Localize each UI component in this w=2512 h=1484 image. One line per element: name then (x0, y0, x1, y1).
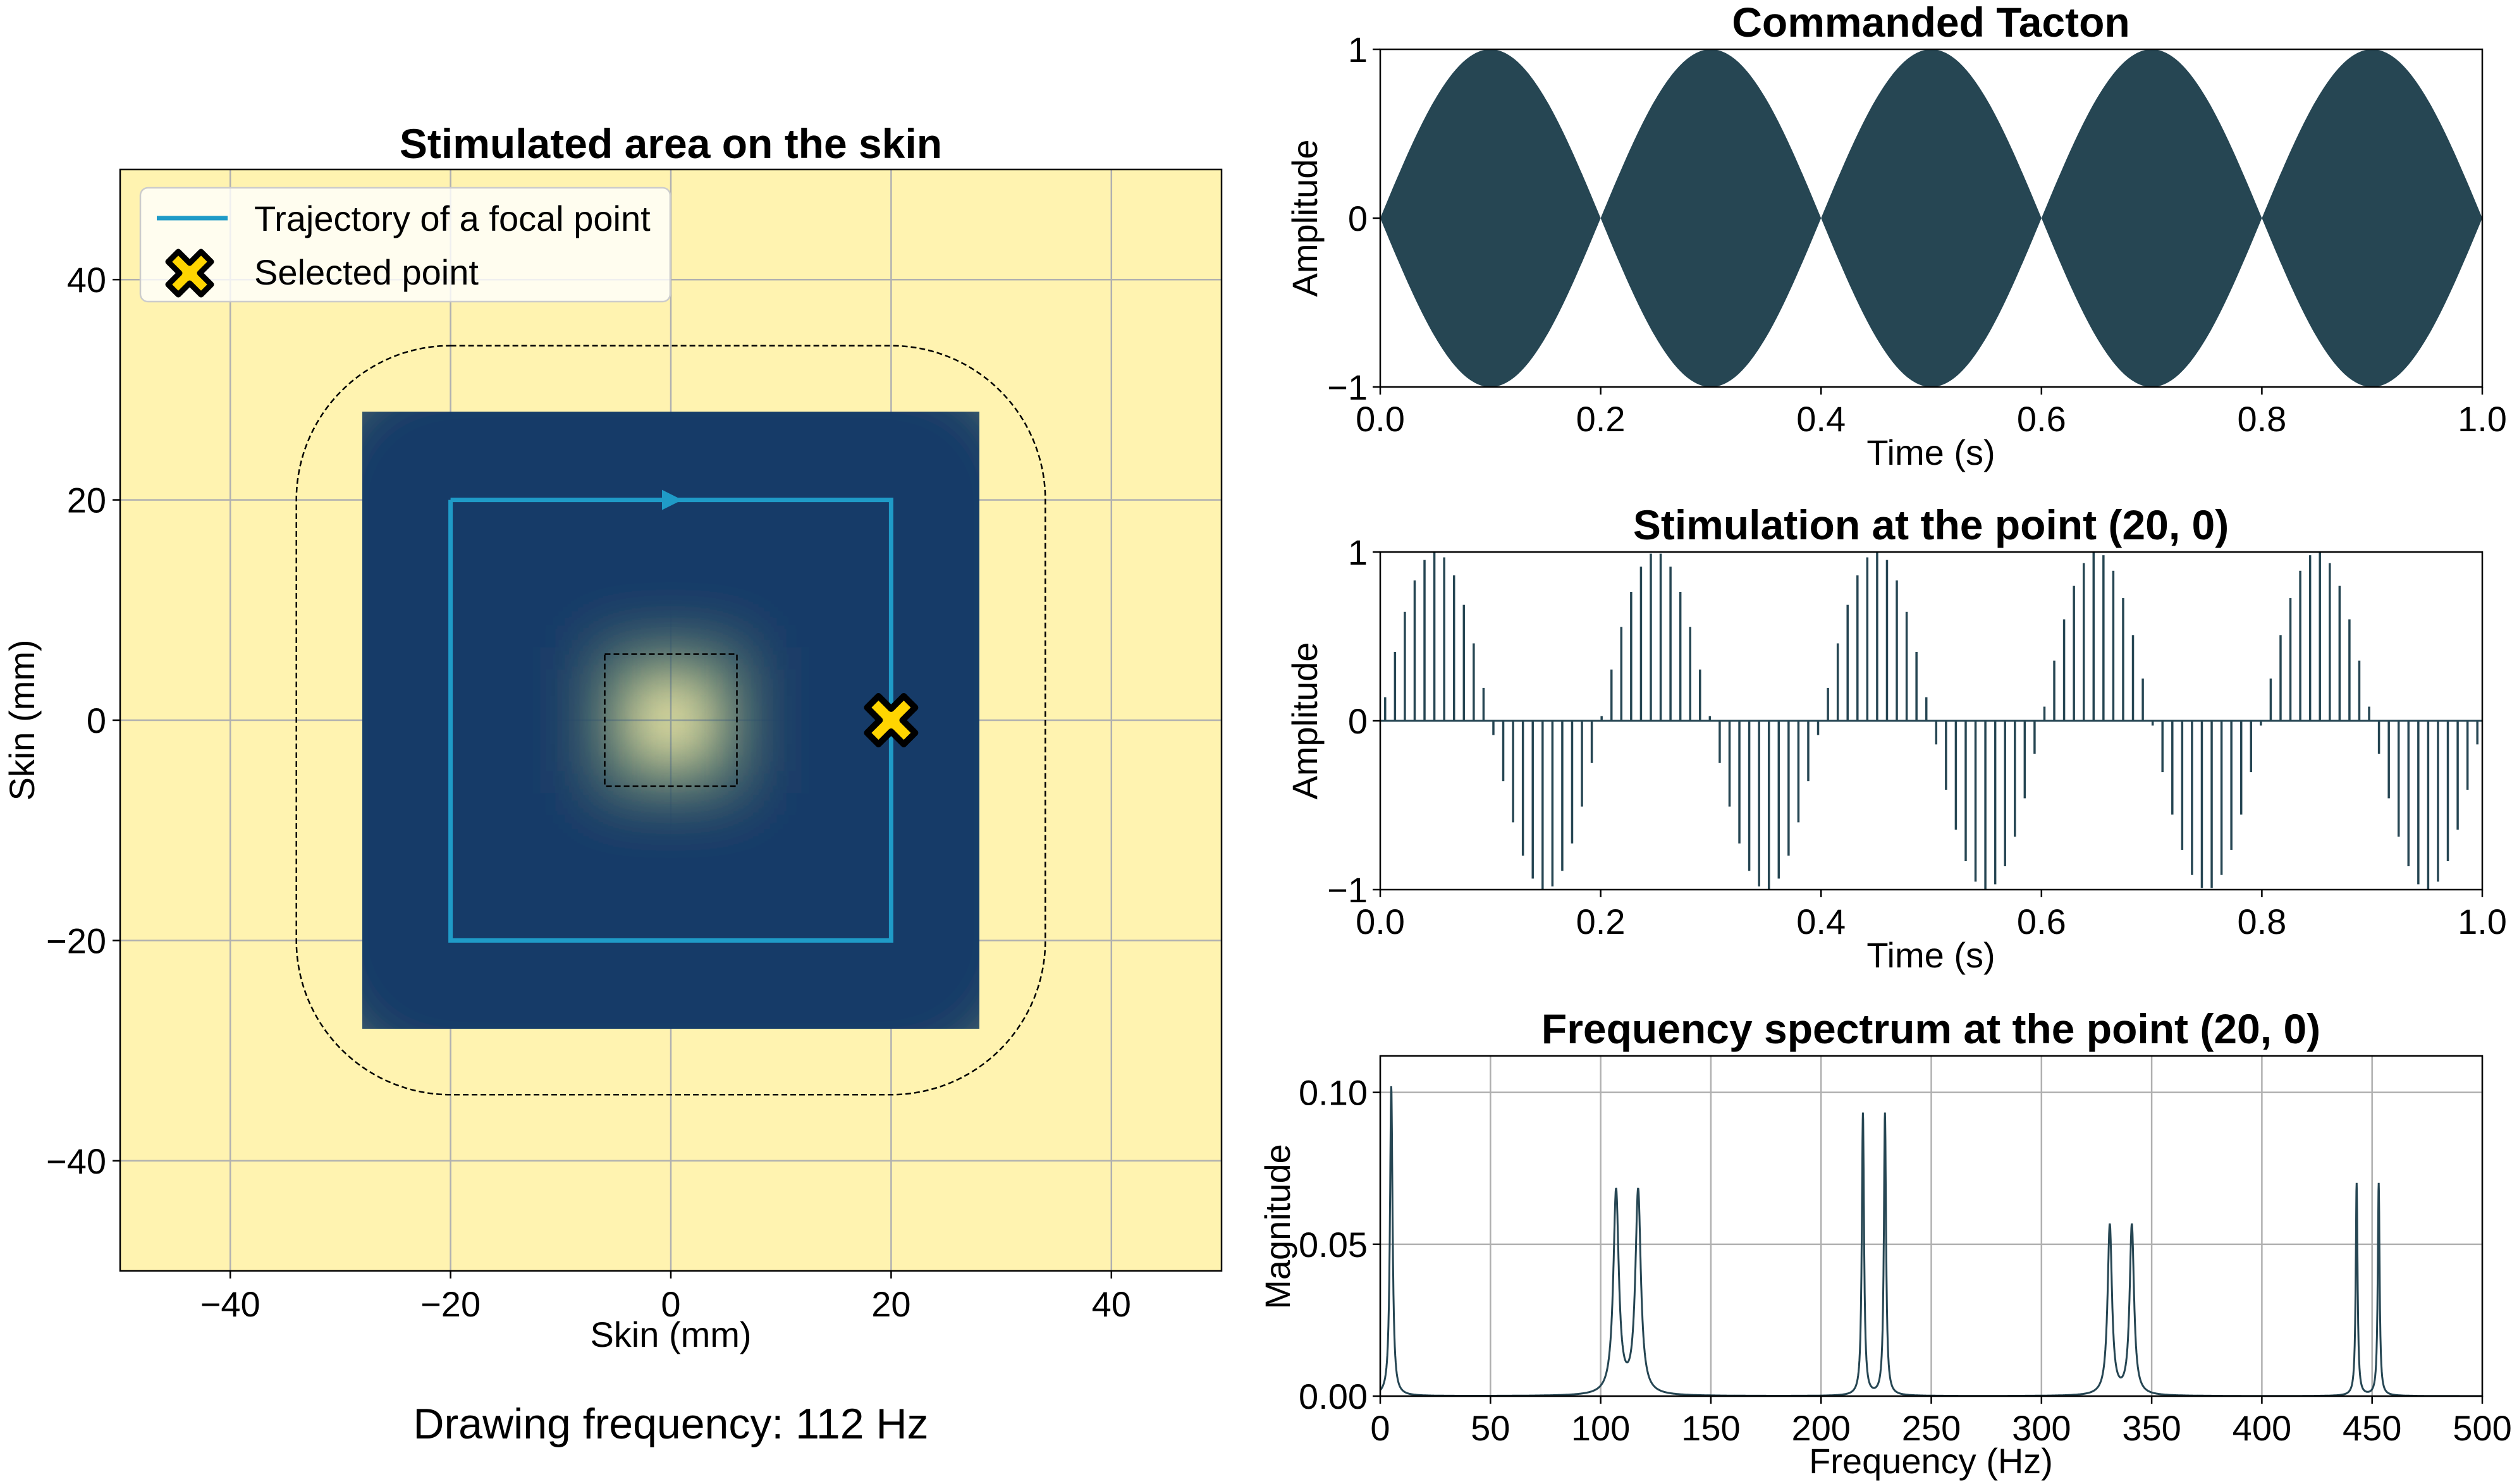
stimulation-title: Stimulation at the point (20, 0) (1633, 501, 2229, 548)
heatmap-x-tick-label: 0 (661, 1284, 680, 1324)
tacton-y-tick-label: 0 (1348, 199, 1368, 238)
tacton-x-tick-label: 0.8 (2237, 399, 2286, 439)
heatmap-y-tick-label: 0 (87, 701, 106, 740)
spectrum-x-label: Frequency (Hz) (1809, 1441, 2053, 1481)
heatmap-y-tick-label: −40 (46, 1141, 106, 1181)
heatmap-y-tick-label: 20 (67, 481, 106, 520)
legend-selected-point-label: Selected point (254, 252, 479, 292)
selected-point-x-shape (864, 693, 919, 747)
drawing-frequency-caption: Drawing frequency: 112 Hz (413, 1400, 928, 1448)
spectrum-x-ticks: 0 50 100 150 200 250 300 350 400 450 500 (1370, 1396, 2512, 1448)
spectrum-y-tick-label: 0.00 (1299, 1377, 1368, 1416)
legend-selected-point-marker (165, 248, 214, 298)
heatmap-x-tick-label: 40 (1092, 1284, 1131, 1324)
frequency-spectrum-chart: Frequency spectrum at the point (20, 0) … (1258, 1005, 2512, 1481)
spectrum-gridlines (1379, 1056, 2484, 1397)
spectrum-x-tick-label: 300 (2012, 1408, 2071, 1448)
spectrum-x-tick-label: 250 (1902, 1408, 1961, 1448)
heatmap-x-tick-label: 20 (871, 1284, 910, 1324)
stimulation-y-tick-label: 0 (1348, 701, 1368, 741)
legend-box (139, 187, 671, 303)
tacton-y-tick-label: 1 (1348, 30, 1368, 70)
tacton-x-ticks: 0.0 0.2 0.4 0.6 0.8 1.0 (1356, 387, 2507, 439)
heatmap-y-tick-label: 40 (67, 260, 106, 300)
commanded-tacton-chart: Commanded Tacton 0.0 0.2 0.4 0.6 0.8 1.0 −1 0 1… (1285, 0, 2507, 472)
heatmap-x-label: Skin (mm) (590, 1315, 751, 1354)
legend-trajectory-label: Trajectory of a focal point (254, 199, 651, 238)
stimulation-x-tick-label: 0.2 (1576, 902, 1626, 941)
heatmap-y-ticks: −40 −20 0 20 40 (46, 260, 120, 1181)
stimulation-pulses (1384, 552, 2478, 890)
heatmap-title: Stimulated area on the skin (400, 120, 942, 167)
spectrum-title: Frequency spectrum at the point (20, 0) (1541, 1005, 2320, 1052)
inner-boundary (604, 653, 738, 787)
spectrum-x-tick-label: 450 (2343, 1408, 2401, 1448)
spectrum-y-ticks: 0.00 0.05 0.10 (1299, 1073, 1380, 1416)
tacton-x-label: Time (s) (1866, 432, 1995, 472)
tacton-x-tick-label: 0.2 (1576, 399, 1626, 439)
trajectory-path (448, 498, 893, 943)
point-stimulation-chart: Stimulation at the point (20, 0) 0.0 0.2 0… (1285, 501, 2507, 975)
heatmap-x-tick-label: −40 (200, 1284, 260, 1324)
stimulated-area-heatmap: Stimulated area on the skin −40 −20 0 20 40 … (2, 120, 1223, 1448)
tacton-y-tick-label: −1 (1327, 367, 1368, 407)
tacton-y-label: Amplitude (1285, 139, 1325, 297)
outer-boundary (295, 345, 1046, 1096)
stimulation-x-tick-label: 0.4 (1796, 902, 1846, 941)
heatmap-y-tick-label: −20 (46, 921, 106, 960)
spectrum-x-tick-label: 350 (2122, 1408, 2181, 1448)
stimulation-x-tick-label: 1.0 (2458, 902, 2507, 941)
stimulation-boundaries (295, 345, 1046, 1096)
tacton-x-tick-label: 1.0 (2458, 399, 2507, 439)
tacton-x-tick-label: 0.4 (1796, 399, 1846, 439)
stimulation-y-tick-label: −1 (1327, 870, 1368, 910)
spectrum-x-tick-label: 500 (2453, 1408, 2511, 1448)
selected-point-marker (864, 693, 919, 747)
spectrum-x-tick-label: 150 (1681, 1408, 1740, 1448)
tacton-x-tick-label: 0.0 (1356, 399, 1405, 439)
tacton-title: Commanded Tacton (1732, 0, 2129, 46)
tacton-y-ticks: −1 0 1 (1327, 30, 1380, 407)
spectrum-x-tick-label: 0 (1370, 1408, 1390, 1448)
spectrum-x-tick-label: 50 (1471, 1408, 1510, 1448)
stimulation-y-label: Amplitude (1285, 642, 1325, 799)
stimulation-y-ticks: −1 0 1 (1327, 532, 1380, 910)
spectrum-y-label: Magnitude (1258, 1144, 1297, 1309)
stimulation-y-tick-label: 1 (1348, 532, 1368, 572)
tacton-x-tick-label: 0.6 (2017, 399, 2066, 439)
spectrum-y-tick-label: 0.10 (1299, 1073, 1368, 1113)
tacton-envelope-area (1380, 49, 2482, 387)
trajectory-direction-arrow (662, 489, 682, 510)
spectrum-x-tick-label: 200 (1791, 1408, 1850, 1448)
stimulation-x-ticks: 0.0 0.2 0.4 0.6 0.8 1.0 (1356, 890, 2507, 941)
heatmap-x-tick-label: −20 (420, 1284, 481, 1324)
spectrum-x-tick-label: 400 (2233, 1408, 2291, 1448)
stimulation-x-tick-label: 0.0 (1356, 902, 1405, 941)
stimulation-x-tick-label: 0.6 (2017, 902, 2066, 941)
heatmap-x-ticks: −40 −20 0 20 40 (200, 1271, 1131, 1324)
focal-point-trajectory (448, 489, 919, 943)
spectrum-x-tick-label: 100 (1571, 1408, 1630, 1448)
spectrum-y-tick-label: 0.05 (1299, 1225, 1368, 1265)
stimulation-x-label: Time (s) (1866, 935, 1995, 975)
heatmap-legend: Trajectory of a focal point Selected poi… (139, 187, 671, 303)
stimulation-x-tick-label: 0.8 (2237, 902, 2286, 941)
heatmap-y-label: Skin (mm) (2, 639, 42, 800)
